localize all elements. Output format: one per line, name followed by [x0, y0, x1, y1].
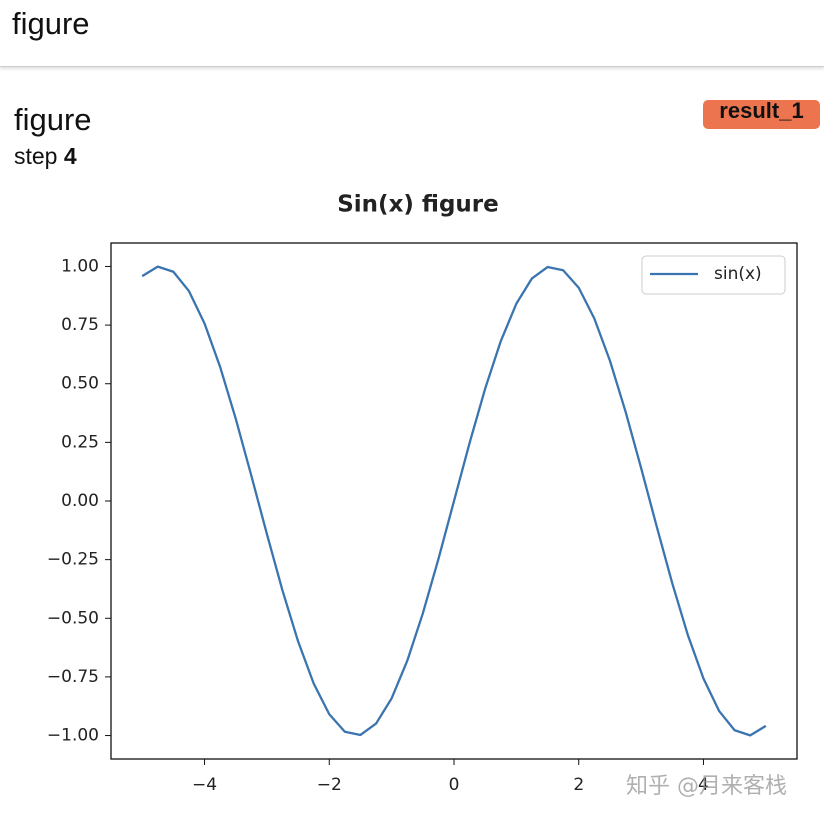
- x-tick-label: 4: [698, 775, 709, 795]
- header-title: figure: [12, 6, 90, 41]
- legend-box: [641, 255, 786, 295]
- header: figure: [0, 0, 824, 67]
- y-tick-label: 0.50: [61, 374, 99, 394]
- card-title: figure: [14, 102, 92, 137]
- step: step 4: [14, 143, 77, 170]
- tag[interactable]: result_1: [703, 100, 820, 129]
- chart-title: Sin(x) figure: [337, 192, 499, 218]
- y-tick-label: 0.25: [61, 432, 99, 452]
- y-tick-label: −0.25: [47, 550, 99, 570]
- legend-label: sin(x): [714, 264, 762, 284]
- y-tick-label: 0.00: [61, 491, 99, 511]
- x-tick-label: −4: [192, 775, 217, 795]
- line-series: [141, 265, 767, 737]
- y-tick-label: 1.00: [61, 256, 99, 276]
- step-label: step: [14, 143, 58, 169]
- step-value: 4: [63, 143, 77, 169]
- x-tick-label: 2: [573, 775, 584, 795]
- x-tick-label: −2: [317, 775, 342, 795]
- y-tick-label: −0.75: [47, 667, 99, 687]
- x-tick-label: 0: [449, 775, 460, 795]
- y-tick-label: −0.50: [47, 608, 99, 628]
- y-tick-label: −1.00: [47, 726, 99, 746]
- watermark: 知乎 @月来客栈: [626, 774, 787, 799]
- y-tick-label: 0.75: [61, 315, 99, 335]
